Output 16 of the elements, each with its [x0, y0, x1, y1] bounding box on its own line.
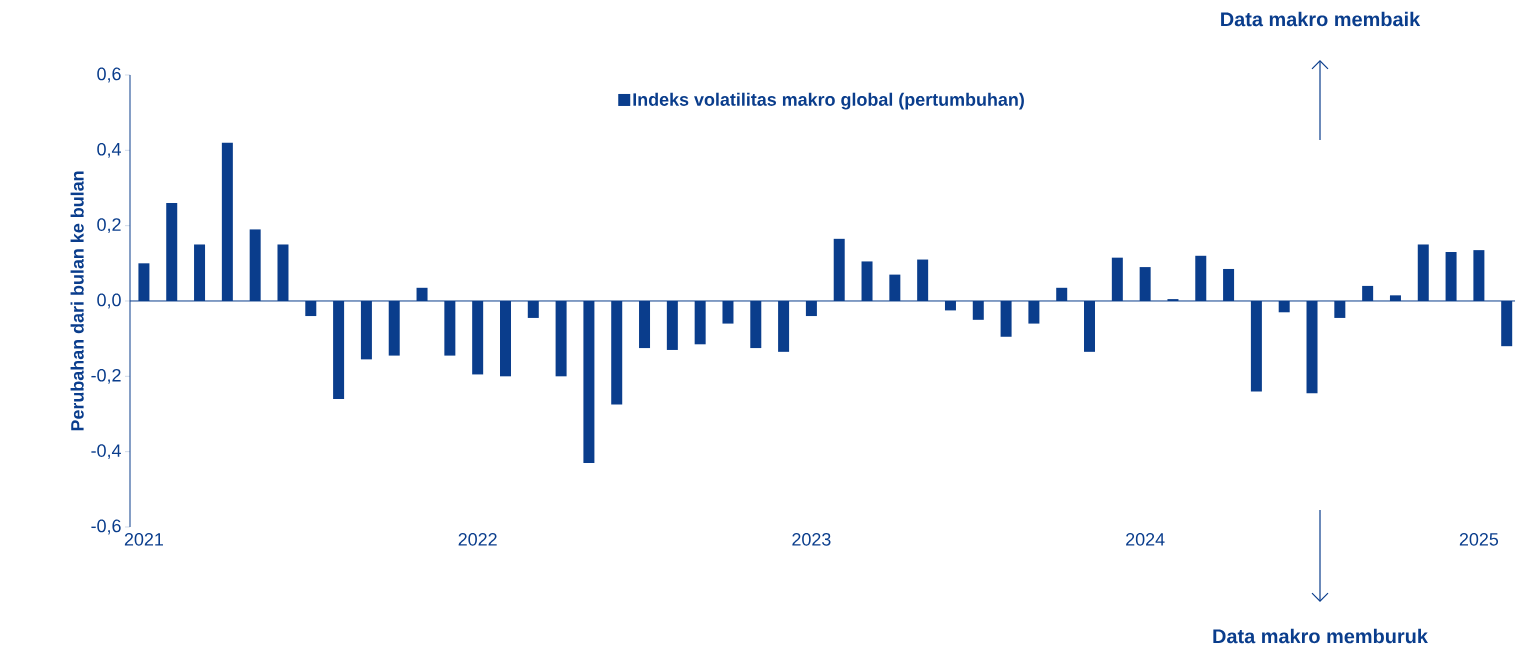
y-tick-label: 0,2 — [97, 218, 121, 234]
legend-label: Indeks volatilitas makro global (pertumbuhan) — [633, 92, 1024, 110]
y-tick-label: 0,6 — [97, 67, 121, 83]
y-tick-label: 0,0 — [97, 293, 121, 309]
y-tick-label: -0,4 — [91, 444, 121, 460]
x-tick-label: 2024 — [1126, 533, 1165, 546]
x-tick-label: 2021 — [124, 533, 163, 546]
y-tick-label: 0,4 — [97, 142, 121, 158]
text: Data makro membaik — [1221, 11, 1421, 27]
y-axis-title: Perubahan dari bulan ke bulan — [70, 171, 84, 431]
text: Data makro memburuk — [1213, 628, 1428, 644]
x-tick-label: 2023 — [792, 533, 831, 546]
y-tick-label: -0,2 — [91, 368, 121, 384]
x-tick-label: 2025 — [1459, 533, 1499, 546]
x-tick-label: 2022 — [458, 533, 497, 546]
y-tick-label: -0,6 — [91, 519, 121, 535]
